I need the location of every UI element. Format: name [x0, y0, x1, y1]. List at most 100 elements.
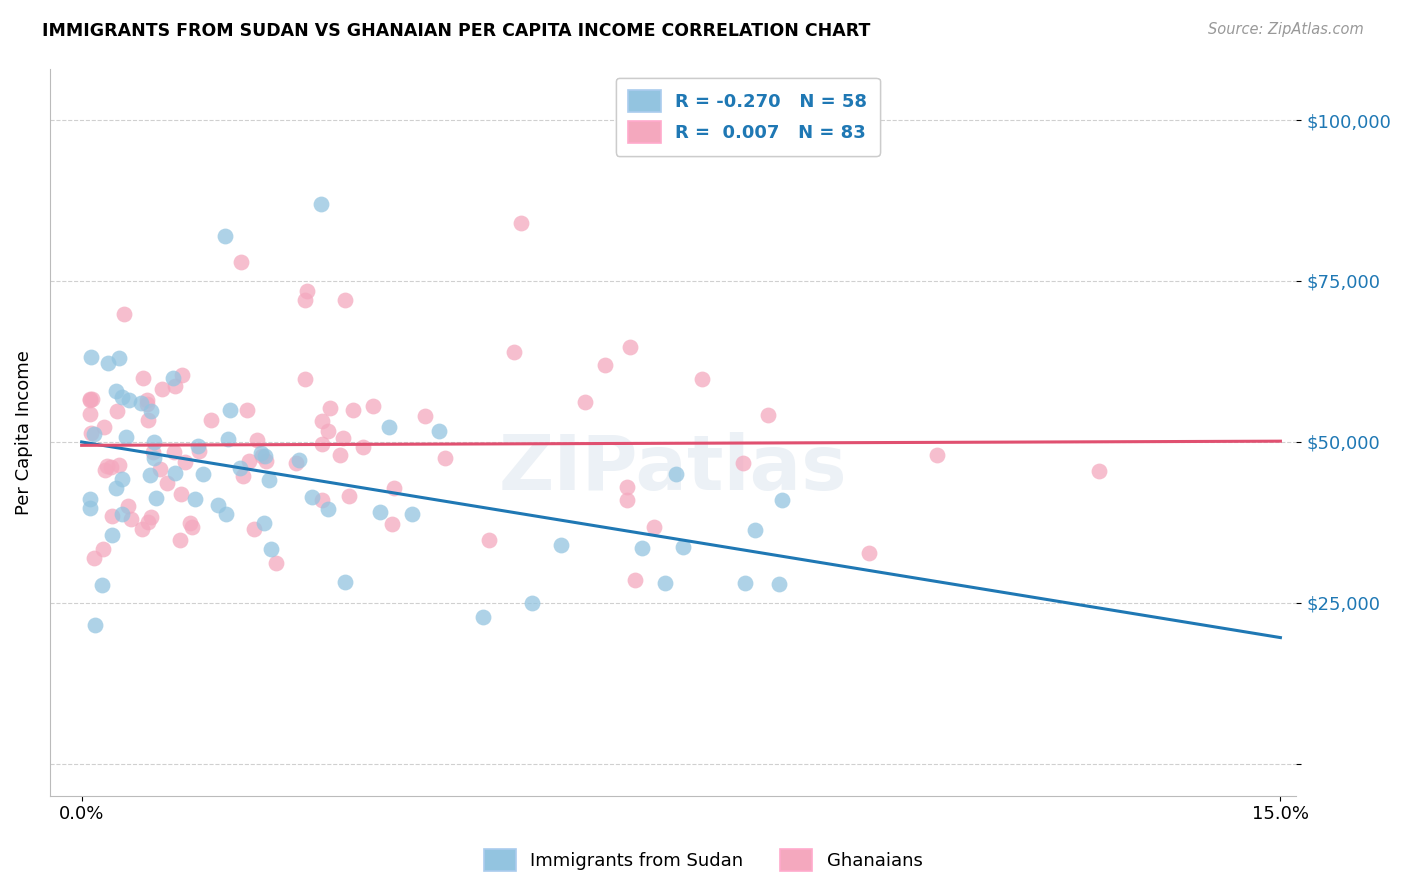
- Point: [311, 414, 333, 428]
- Point: [143, 450, 166, 465]
- Point: [214, 228, 236, 243]
- Point: [260, 541, 283, 556]
- Point: [333, 574, 356, 589]
- Point: [108, 351, 131, 366]
- Point: [287, 452, 309, 467]
- Point: [179, 516, 201, 530]
- Point: [180, 519, 202, 533]
- Point: [145, 491, 167, 505]
- Point: [1088, 465, 1111, 479]
- Point: [665, 467, 688, 481]
- Point: [232, 468, 254, 483]
- Point: [368, 505, 391, 519]
- Point: [150, 383, 173, 397]
- Point: [135, 392, 157, 407]
- Point: [643, 520, 665, 534]
- Point: [132, 371, 155, 385]
- Point: [381, 516, 404, 531]
- Point: [112, 307, 135, 321]
- Point: [415, 409, 437, 424]
- Point: [131, 522, 153, 536]
- Point: [335, 293, 357, 308]
- Point: [382, 481, 405, 495]
- Point: [619, 340, 641, 354]
- Text: Source: ZipAtlas.com: Source: ZipAtlas.com: [1208, 22, 1364, 37]
- Point: [734, 576, 756, 591]
- Point: [242, 522, 264, 536]
- Point: [79, 425, 101, 440]
- Point: [217, 433, 239, 447]
- Point: [183, 492, 205, 507]
- Point: [264, 557, 287, 571]
- Point: [101, 508, 124, 523]
- Point: [401, 507, 423, 521]
- Point: [83, 427, 105, 442]
- Point: [252, 449, 274, 463]
- Point: [616, 492, 638, 507]
- Point: [111, 473, 134, 487]
- Point: [79, 392, 101, 407]
- Point: [94, 463, 117, 477]
- Point: [361, 399, 384, 413]
- Point: [337, 489, 360, 503]
- Point: [100, 459, 122, 474]
- Point: [96, 459, 118, 474]
- Point: [631, 541, 654, 555]
- Point: [136, 516, 159, 530]
- Point: [186, 439, 208, 453]
- Point: [231, 254, 253, 268]
- Y-axis label: Per Capita Income: Per Capita Income: [15, 350, 32, 515]
- Point: [131, 396, 153, 410]
- Point: [173, 455, 195, 469]
- Point: [200, 413, 222, 427]
- Point: [162, 371, 184, 385]
- Point: [616, 480, 638, 494]
- Point: [136, 412, 159, 426]
- Point: [118, 393, 141, 408]
- Point: [510, 216, 533, 230]
- Point: [80, 392, 103, 407]
- Point: [215, 507, 238, 521]
- Point: [342, 403, 364, 417]
- Point: [284, 456, 307, 470]
- Point: [690, 372, 713, 386]
- Point: [253, 516, 276, 530]
- Point: [294, 293, 316, 308]
- Text: ZIPatlas: ZIPatlas: [499, 432, 848, 506]
- Point: [925, 448, 948, 462]
- Point: [433, 450, 456, 465]
- Point: [311, 196, 333, 211]
- Point: [332, 431, 354, 445]
- Point: [84, 618, 107, 632]
- Point: [744, 524, 766, 538]
- Point: [163, 445, 186, 459]
- Point: [238, 454, 260, 468]
- Point: [149, 462, 172, 476]
- Point: [91, 578, 114, 592]
- Point: [108, 458, 131, 472]
- Point: [79, 500, 101, 515]
- Point: [193, 467, 215, 481]
- Point: [316, 424, 339, 438]
- Point: [316, 502, 339, 516]
- Point: [311, 492, 333, 507]
- Point: [187, 443, 209, 458]
- Point: [301, 490, 323, 504]
- Point: [139, 403, 162, 417]
- Point: [311, 436, 333, 450]
- Legend: R = -0.270   N = 58, R =  0.007   N = 83: R = -0.270 N = 58, R = 0.007 N = 83: [616, 78, 880, 156]
- Point: [115, 430, 138, 444]
- Point: [136, 397, 159, 411]
- Point: [756, 408, 779, 422]
- Point: [79, 492, 101, 507]
- Point: [352, 440, 374, 454]
- Point: [672, 540, 695, 554]
- Point: [550, 538, 572, 552]
- Point: [100, 528, 122, 542]
- Point: [219, 402, 242, 417]
- Legend: Immigrants from Sudan, Ghanaians: Immigrants from Sudan, Ghanaians: [477, 842, 929, 879]
- Point: [111, 390, 134, 404]
- Point: [91, 542, 114, 557]
- Point: [111, 507, 134, 521]
- Point: [170, 368, 193, 382]
